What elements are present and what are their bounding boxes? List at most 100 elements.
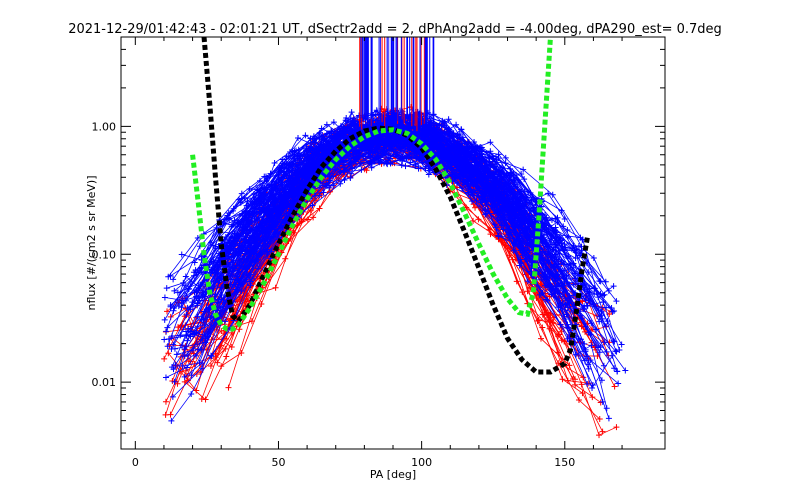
data-marker [215, 279, 222, 286]
data-marker [570, 303, 577, 310]
data-marker [552, 277, 559, 284]
data-marker [161, 336, 168, 343]
data-marker [170, 276, 177, 283]
data-marker [290, 177, 297, 184]
data-marker [320, 189, 327, 196]
data-marker [168, 417, 175, 424]
data-marker [558, 240, 565, 247]
data-marker [425, 171, 432, 178]
data-marker [459, 185, 466, 192]
data-marker [596, 278, 603, 285]
data-marker [550, 246, 557, 253]
data-marker [611, 383, 618, 390]
data-marker [368, 164, 375, 171]
x-tick-label: 150 [554, 456, 575, 469]
data-marker [478, 144, 485, 151]
data-marker [459, 161, 466, 168]
data-marker [256, 201, 263, 208]
data-marker [188, 390, 195, 397]
data-marker [513, 198, 520, 205]
data-marker [325, 143, 332, 150]
data-marker [271, 160, 278, 167]
data-marker [194, 300, 201, 307]
data-marker [543, 251, 550, 258]
data-marker [562, 245, 569, 252]
y-axis-label: nflux [#/(cm2 s sr MeV)] [85, 176, 98, 311]
data-marker [323, 180, 330, 187]
data-marker [162, 374, 169, 381]
x-tick-label: 0 [132, 456, 139, 469]
data-marker [615, 380, 622, 387]
data-marker [181, 373, 188, 380]
data-marker [507, 165, 514, 172]
data-marker [464, 157, 471, 164]
data-marker [189, 303, 196, 310]
data-marker [575, 397, 582, 404]
data-marker [232, 265, 239, 272]
data-marker [422, 165, 429, 172]
data-marker [419, 159, 426, 166]
data-marker [207, 352, 214, 359]
data-marker [510, 209, 517, 216]
data-marker [167, 302, 174, 309]
data-marker [505, 191, 512, 198]
data-marker [165, 350, 172, 357]
data-marker [613, 298, 620, 305]
data-marker [348, 109, 355, 116]
data-marker [192, 267, 199, 274]
data-marker [271, 226, 278, 233]
data-marker [552, 215, 559, 222]
data-marker [598, 308, 605, 315]
data-marker [235, 219, 242, 226]
data-marker [248, 318, 255, 325]
data-marker [589, 385, 596, 392]
data-marker [344, 123, 351, 130]
data-marker [584, 302, 591, 309]
data-marker [400, 148, 407, 155]
data-marker [449, 171, 456, 178]
data-marker [231, 217, 238, 224]
data-marker [595, 294, 602, 301]
data-marker [218, 363, 225, 370]
data-marker [256, 195, 263, 202]
data-marker [261, 207, 268, 214]
data-marker [572, 381, 579, 388]
data-marker [384, 137, 391, 144]
data-marker [383, 142, 390, 149]
flux-curve [168, 140, 591, 424]
data-marker [198, 252, 205, 259]
data-marker [518, 170, 525, 177]
fit-curves [190, 37, 591, 375]
data-marker [352, 121, 359, 128]
data-marker [162, 411, 169, 418]
data-marker [572, 376, 579, 383]
data-marker [549, 191, 556, 198]
data-marker [614, 368, 621, 375]
data-marker [521, 207, 528, 214]
data-marker [502, 154, 509, 161]
data-marker [357, 160, 364, 167]
data-marker [316, 129, 323, 136]
data-marker [309, 202, 316, 209]
data-marker [554, 286, 561, 293]
data-marker [295, 134, 302, 141]
data-marker [499, 210, 506, 217]
data-marker [589, 394, 596, 401]
data-marker [429, 136, 436, 143]
data-marker [319, 153, 326, 160]
data-marker [450, 137, 457, 144]
data-marker [164, 308, 171, 315]
data-marker [449, 133, 456, 140]
data-marker [253, 186, 260, 193]
data-marker [363, 167, 370, 174]
data-marker [517, 256, 524, 263]
data-marker [326, 184, 333, 191]
data-marker [173, 351, 180, 358]
x-axis: 0 50 100 150 [132, 37, 623, 469]
chart-title: 2021-12-29/01:42:43 - 02:01:21 UT, dSect… [68, 22, 722, 37]
data-marker [613, 424, 620, 431]
data-marker [198, 395, 205, 402]
data-marker [353, 153, 360, 160]
data-marker [398, 122, 405, 129]
data-marker [323, 148, 330, 155]
